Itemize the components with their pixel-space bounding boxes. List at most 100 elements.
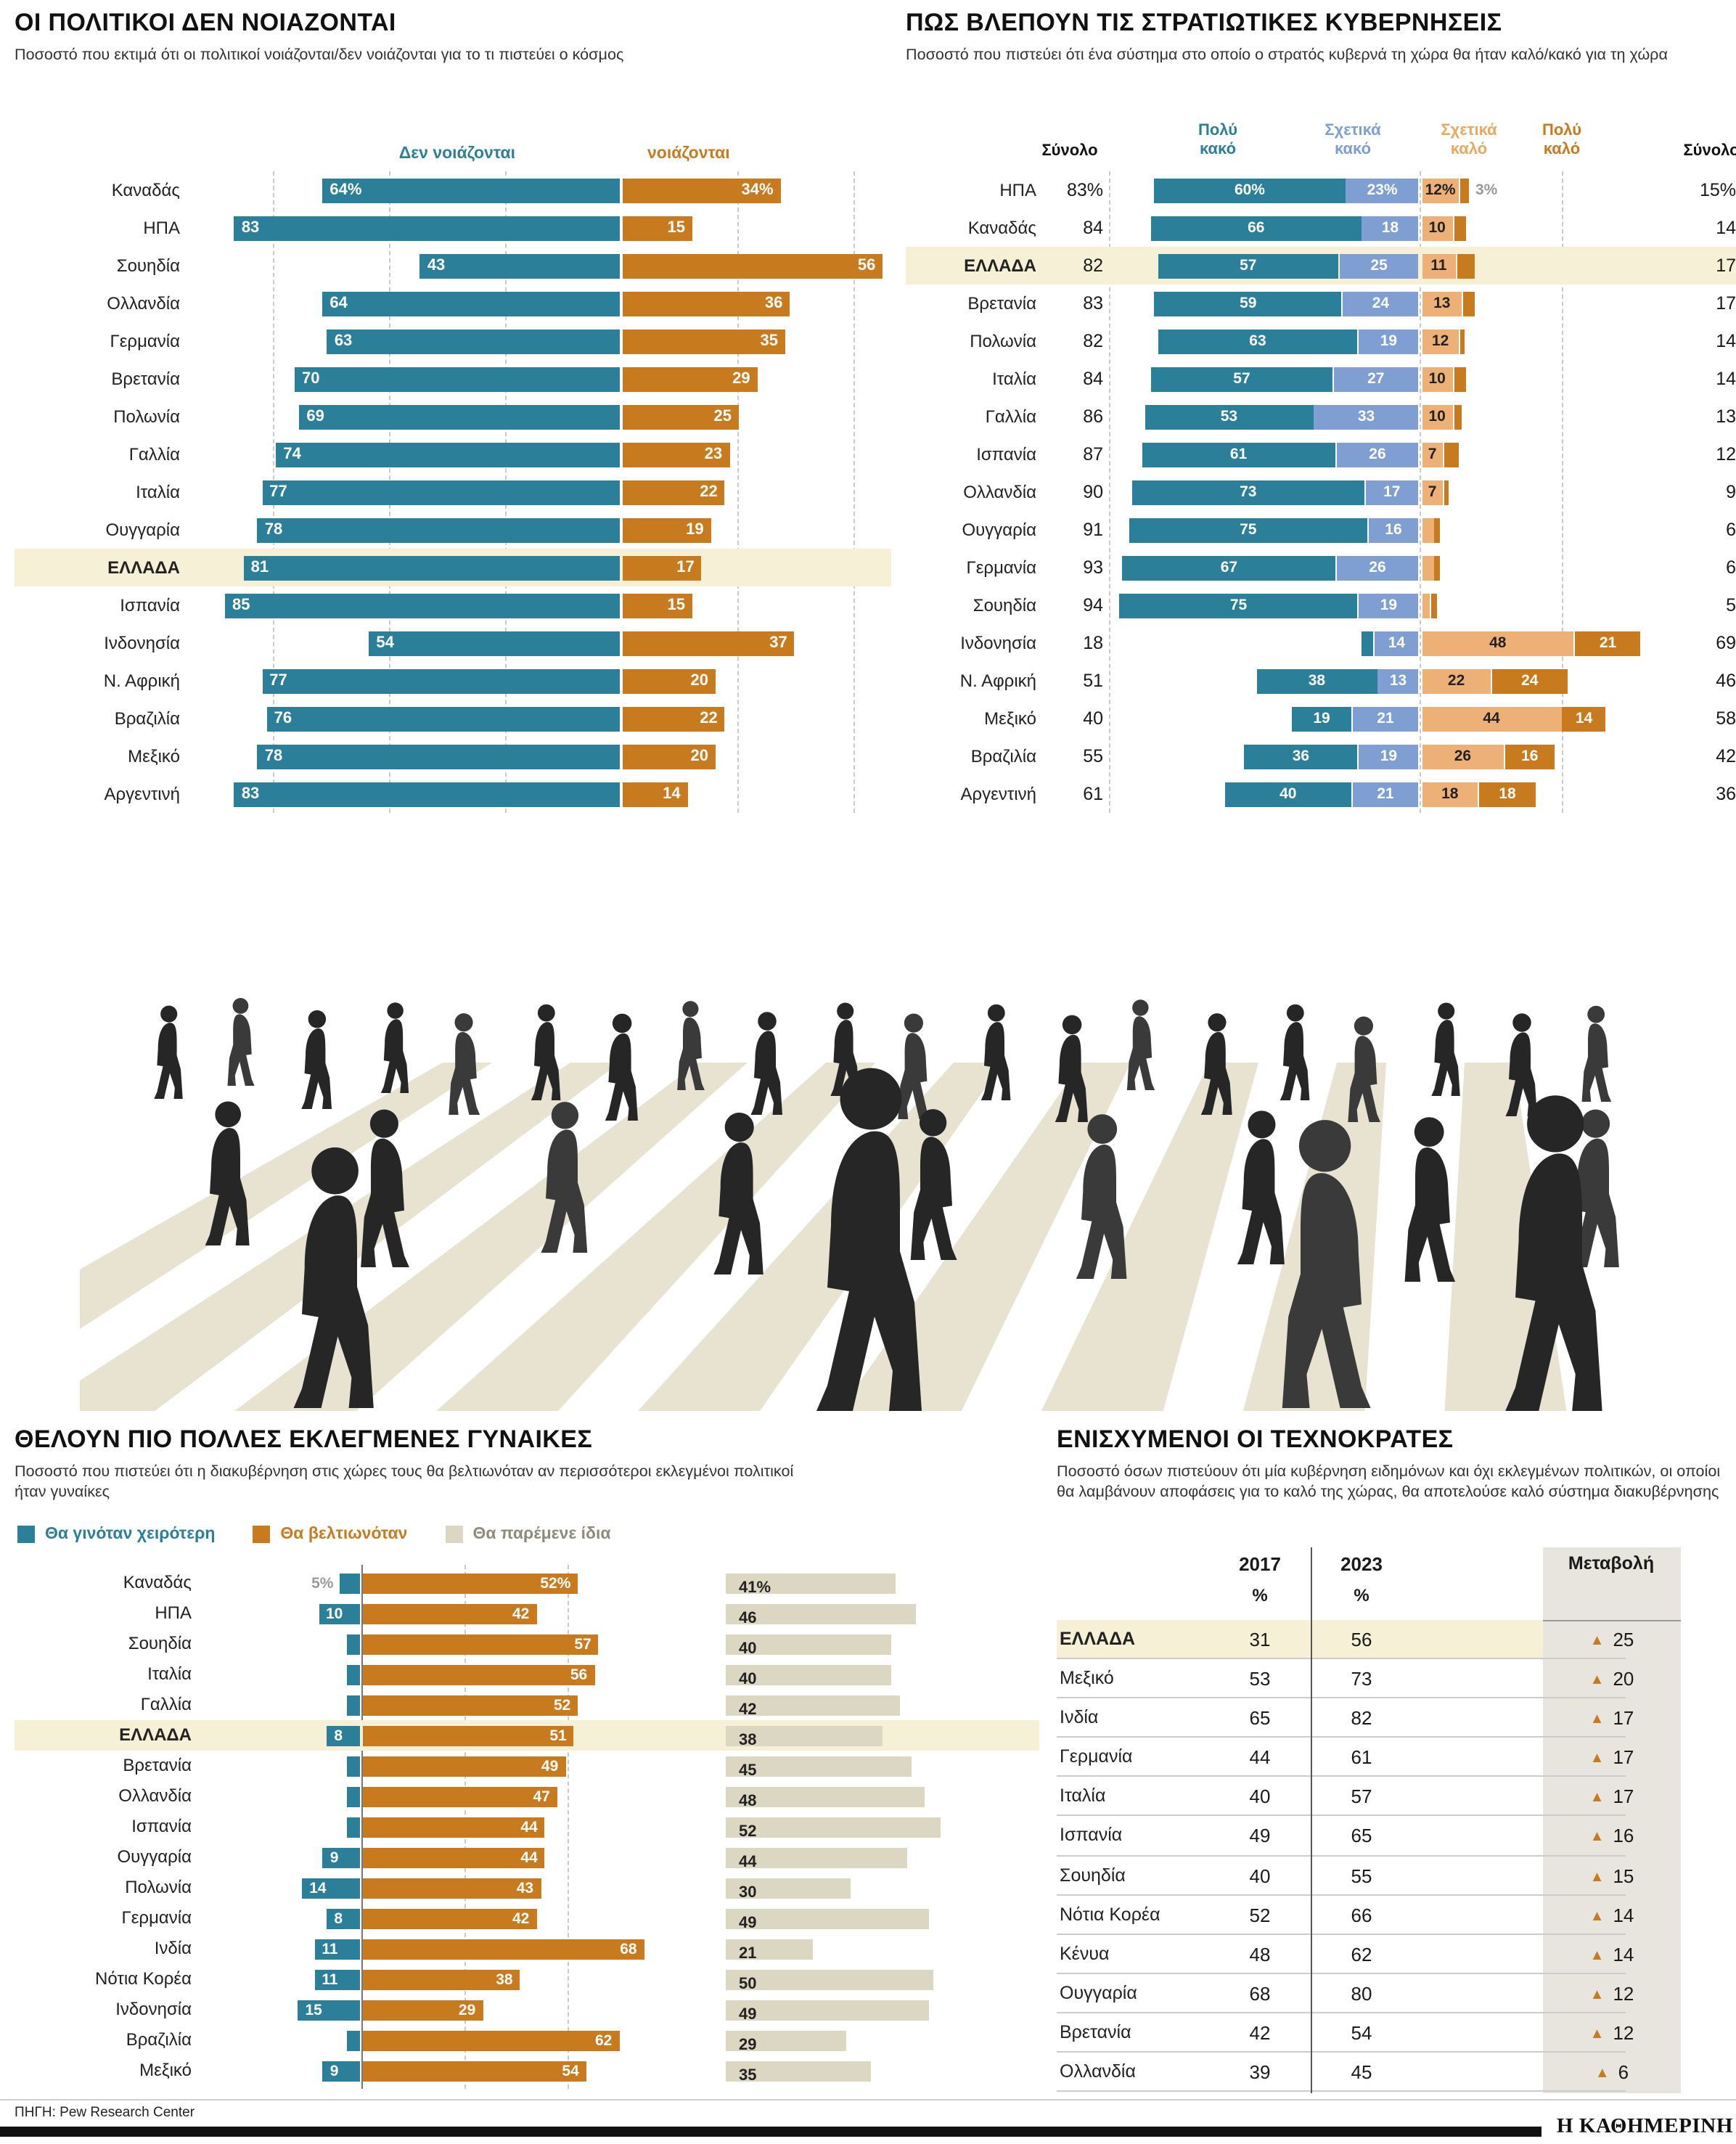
value-label: 52 [554,1696,571,1714]
better-bar: 42 [363,1908,537,1928]
chart-row: Ολλανδία 47 48 [15,1781,1039,1812]
country-label: Γερμανία [1060,1746,1133,1767]
dont-care-bar: 78 [257,517,620,542]
dont-care-bar: 78 [257,744,620,769]
very-bad-segment: 53 [1145,404,1314,429]
up-triangle-icon: ▲ [1589,1947,1605,1964]
country-label: Πολωνία [113,406,180,427]
change-cell: ▲ 14 [1543,1895,1681,1937]
same-bar: 52 [726,1817,941,1840]
very-good-segment: 14 [1562,706,1606,731]
very-bad-segment: 59 [1154,291,1342,316]
same-area: 50 [726,1964,994,1994]
header-very-good: Πολύ καλό [1541,122,1582,158]
care-bar: 37 [623,631,795,655]
change-cell: ▲ 15 [1543,1856,1681,1898]
worse-bar [347,1756,360,1776]
total-good-value: 17 [1716,255,1736,276]
somewhat-good-segment: 10 [1422,216,1453,240]
total-bad-value: 84 [1083,369,1103,389]
total-bad-value: 40 [1083,708,1103,729]
value-label: 44 [520,1849,538,1866]
dont-care-bar: 76 [266,706,620,731]
total-good-value: 46 [1716,671,1736,691]
chart-row: ΕΛΛΑΔΑ 8 51 38 [15,1720,1039,1751]
bar-area: 77 22 [192,473,891,511]
better-bar: 42 [363,1603,537,1624]
country-label: Βραζιλία [970,746,1036,766]
chart-title: ΕΝΙΣΧΥΜΕΝΟΙ ΟΙ ΤΕΧΝΟΚΡΑΤΕΣ [1057,1425,1454,1453]
value-2017: 48 [1249,1943,1271,1965]
country-label: Καναδάς [967,218,1036,238]
bar-area: 73 17 7 [1109,473,1698,511]
country-label: Ολλανδία [1060,2061,1136,2082]
same-area: 40 [726,1629,994,1659]
table-rows: ΕΛΛΑΔΑ 31 56 ▲ 25 Μεξικό 53 73 ▲ 20 Ινδία 65 82 ▲ 17 Γε… [1057,1620,1634,2092]
change-cell: ▲ 6 [1543,2053,1681,2095]
worse-bar [347,1786,360,1807]
total-good-value: 5 [1726,595,1736,615]
up-triangle-icon: ▲ [1589,1829,1605,1846]
bar-area: 57 27 10 [1109,360,1698,398]
better-bar: 44 [363,1817,545,1837]
value-2017: 42 [1249,2021,1271,2044]
somewhat-good-segment: 18 [1422,782,1478,806]
person-figure [898,1013,931,1119]
bar-area: 47 [197,1781,676,1812]
value-label: 52% [540,1574,571,1592]
country-label: Ουγγαρία [105,520,180,540]
worse-bar [347,1695,360,1715]
chart-row: ΕΛΛΑΔΑ 81 17 [15,549,891,586]
very-bad-segment: 57 [1158,253,1339,278]
chart-row: Βραζιλία 55 36 19 26 16 42 [906,737,1736,775]
value-label: 56 [570,1666,588,1683]
change-number: 14 [1613,1943,1634,1965]
chart-row: Ιταλία 84 57 27 10 14 [906,360,1736,398]
country-label: Βραζιλία [126,2029,192,2050]
value-2023: 57 [1351,1785,1372,1808]
value-2017: 53 [1249,1668,1271,1690]
same-area: 46 [726,1598,994,1629]
somewhat-bad-segment: 19 [1359,593,1419,618]
legend: Δεν νοιάζονται νοιάζονται [15,145,891,165]
chart-row: Καναδάς 64% 34% [15,171,891,209]
table-row: Νότια Κορέα 52 66 ▲ 14 [1057,1895,1634,1935]
country-label: Ινδονησία [104,633,180,653]
value-2023: 61 [1351,1746,1372,1769]
very-good-segment [1463,291,1475,316]
table-row: Σουηδία 40 55 ▲ 15 [1057,1856,1634,1896]
country-label: Ισπανία [131,1816,192,1836]
care-bar: 20 [623,744,716,769]
bar-area: 10 42 [197,1598,676,1629]
country-label: Σουηδία [973,595,1036,615]
chart-row: Βρετανία 70 29 [15,360,891,398]
value-2023: 65 [1351,1825,1372,1847]
value-label: 49 [739,2005,757,2023]
chart-subtitle: Ποσοστό που πιστεύει ότι ένα σύστημα στο… [906,46,1668,64]
bar-area: 60% 23% 12% 3% [1109,171,1698,209]
care-bar: 25 [623,404,739,429]
better-bar: 49 [363,1756,566,1776]
swatch-teal [17,1526,35,1543]
country-label: Κένυα [1060,1943,1110,1964]
value-label: 43 [427,256,446,274]
chart-row: Νότια Κορέα 11 38 50 [15,1964,1039,1994]
care-bar: 20 [623,668,716,693]
very-good-segment [1454,216,1465,240]
value-label: 9 [329,2062,339,2079]
value-2017: 40 [1249,1865,1271,1887]
total-bad-value: 93 [1083,557,1103,578]
table-row: ΕΛΛΑΔΑ 31 56 ▲ 25 [1057,1620,1634,1660]
somewhat-good-segment: 7 [1422,442,1444,467]
somewhat-bad-segment: 26 [1336,555,1419,580]
somewhat-bad-segment: 25 [1340,253,1419,278]
value-label: 44 [520,1818,538,1836]
value-2017: 44 [1249,1746,1271,1769]
value-label: 57 [574,1635,591,1653]
change-number: 20 [1613,1668,1634,1690]
same-area: 38 [726,1720,994,1751]
value-2017: 40 [1249,1785,1271,1808]
total-bad-value: 83 [1083,293,1103,314]
legend-care-label: νοιάζονται [647,145,730,163]
value-label: 78 [264,520,283,538]
